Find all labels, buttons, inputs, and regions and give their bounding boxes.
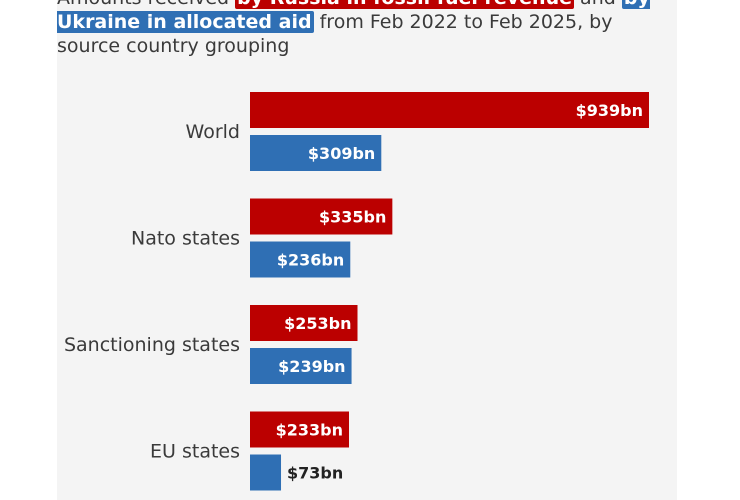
value-label: $309bn <box>308 144 375 163</box>
value-label: $253bn <box>284 314 351 333</box>
category-label: Sanctioning states <box>64 334 240 356</box>
category-label: World <box>186 121 240 143</box>
ukraine-bar <box>250 135 382 171</box>
subtitle-suffix: from Feb 2022 to Feb 2025, by source cou… <box>57 11 613 57</box>
ukraine-bar <box>250 348 352 384</box>
russia-bar <box>250 198 393 235</box>
ukraine-bar <box>250 454 282 491</box>
chart-panel <box>57 0 677 500</box>
russia-bar <box>250 92 649 128</box>
category-label: Nato states <box>131 228 240 250</box>
russia-bar <box>250 305 358 341</box>
value-label: $73bn <box>287 464 343 483</box>
category-label: EU states <box>150 441 240 463</box>
value-label: $236bn <box>277 251 344 270</box>
ukraine-bar <box>250 241 351 278</box>
subtitle-and: and <box>580 0 616 9</box>
subtitle-russia-term: by Russia in fossil fuel revenue <box>235 0 574 9</box>
subtitle-prefix: Amounts received <box>57 0 229 9</box>
chart-subtitle: Amounts received by Russia in fossil fue… <box>57 0 667 58</box>
russia-bar <box>250 411 350 448</box>
value-label: $335bn <box>319 208 386 227</box>
value-label: $939bn <box>576 101 643 120</box>
value-label: $239bn <box>278 357 345 376</box>
value-label: $233bn <box>276 421 343 440</box>
